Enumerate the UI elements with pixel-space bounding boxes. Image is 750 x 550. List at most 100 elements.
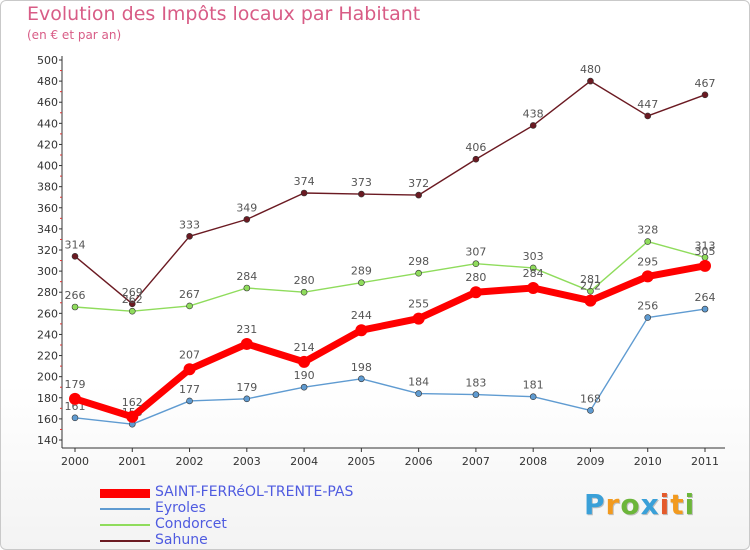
data-label: 480	[580, 63, 601, 76]
data-label: 333	[179, 218, 200, 231]
data-point	[644, 112, 652, 120]
y-tick-label: 400	[37, 160, 58, 173]
x-tick-label: 2000	[61, 455, 89, 468]
y-tick-label: 160	[37, 413, 58, 426]
data-label: 264	[695, 291, 716, 304]
data-point	[699, 259, 711, 272]
data-label: 267	[179, 288, 200, 301]
data-point	[243, 395, 251, 403]
data-point	[186, 232, 193, 240]
data-point	[186, 302, 193, 310]
y-tick-label: 200	[37, 371, 58, 384]
data-label: 373	[351, 176, 372, 189]
data-label: 168	[580, 392, 601, 405]
line-chart: 140 160 180 200 220 240 260 280 300 320 340 360 380 4…	[37, 54, 725, 468]
data-point	[183, 363, 196, 376]
data-point	[358, 279, 365, 287]
x-tick-label: 2002	[176, 455, 204, 468]
data-label: 181	[523, 379, 544, 392]
legend-swatch	[100, 508, 150, 510]
legend-label: SAINT-FERRéOL-TRENTE-PAS	[155, 484, 354, 500]
data-label: 406	[465, 141, 486, 154]
legend-swatch	[100, 524, 150, 526]
data-label: 284	[523, 267, 544, 280]
data-label: 314	[65, 238, 86, 251]
data-label: 307	[465, 246, 486, 259]
data-point	[128, 307, 136, 315]
data-label: 244	[351, 309, 372, 322]
y-tick-label: 180	[37, 392, 58, 405]
x-tick-label: 2003	[233, 455, 261, 468]
data-label: 438	[523, 107, 544, 120]
legend-swatch	[100, 488, 150, 498]
series-line-saint-ferréol-trente-pas	[71, 262, 709, 421]
data-label: 269	[122, 286, 143, 299]
data-label: 183	[465, 377, 486, 390]
data-label: 372	[408, 177, 429, 190]
y-tick-label: 380	[37, 181, 58, 194]
data-point	[529, 393, 537, 401]
data-label: 179	[65, 378, 86, 391]
data-label: 328	[637, 224, 658, 237]
series-line-sahune	[74, 80, 706, 305]
data-point	[300, 288, 308, 296]
y-tick-label: 460	[37, 96, 58, 109]
x-tick-label: 2004	[290, 455, 318, 468]
data-label: 214	[294, 341, 315, 354]
y-tick-label: 260	[37, 307, 58, 320]
data-point	[412, 312, 425, 325]
data-label: 280	[465, 271, 486, 284]
legend-swatch	[100, 540, 150, 542]
y-tick-label: 340	[37, 223, 58, 236]
data-label: 255	[408, 298, 429, 311]
data-point	[300, 383, 308, 391]
y-tick-label: 440	[37, 117, 58, 130]
data-point	[298, 355, 311, 368]
x-tick-label: 2010	[634, 455, 662, 468]
y-tick-label: 420	[37, 138, 58, 151]
data-label: 467	[695, 77, 716, 90]
x-tick-label: 2005	[347, 455, 375, 468]
y-tick-label: 240	[37, 328, 58, 341]
data-label: 349	[236, 201, 257, 214]
data-point	[415, 390, 422, 397]
data-point	[587, 77, 594, 85]
data-point	[71, 253, 79, 260]
series-line-eyroles	[74, 308, 706, 425]
data-label: 190	[294, 369, 315, 382]
chart-title: Evolution des Impôts locaux par Habitant	[27, 3, 421, 25]
data-label: 262	[122, 293, 143, 306]
x-tick-label: 2009	[576, 455, 604, 468]
data-point	[584, 294, 597, 307]
data-label: 272	[580, 280, 601, 293]
x-tick-label: 2001	[118, 455, 146, 468]
data-point	[701, 91, 709, 99]
data-label: 284	[236, 270, 257, 283]
data-label: 266	[65, 289, 86, 302]
y-tick-label: 280	[37, 286, 58, 299]
data-label: 313	[695, 239, 716, 252]
data-point	[128, 300, 136, 308]
data-point	[641, 270, 654, 283]
data-point	[587, 287, 594, 295]
y-tick-label: 320	[37, 244, 58, 257]
x-tick-label: 2008	[519, 455, 547, 468]
data-point	[415, 191, 422, 199]
proxiti-logo: Proxiti	[584, 488, 696, 521]
data-point	[186, 397, 193, 405]
data-point	[71, 303, 79, 311]
y-tick-label: 480	[37, 75, 58, 88]
data-label: 281	[580, 273, 601, 286]
data-point	[529, 122, 537, 129]
x-tick-label: 2007	[462, 455, 490, 468]
data-label: 447	[637, 98, 658, 111]
data-point	[469, 286, 482, 299]
data-label: 256	[637, 300, 658, 313]
data-point	[243, 216, 251, 223]
data-point	[355, 324, 368, 337]
y-tick-label: 220	[37, 350, 58, 363]
legend-label: Sahune	[155, 532, 208, 548]
legend-label: Eyroles	[155, 500, 206, 516]
y-tick-label: 300	[37, 265, 58, 278]
